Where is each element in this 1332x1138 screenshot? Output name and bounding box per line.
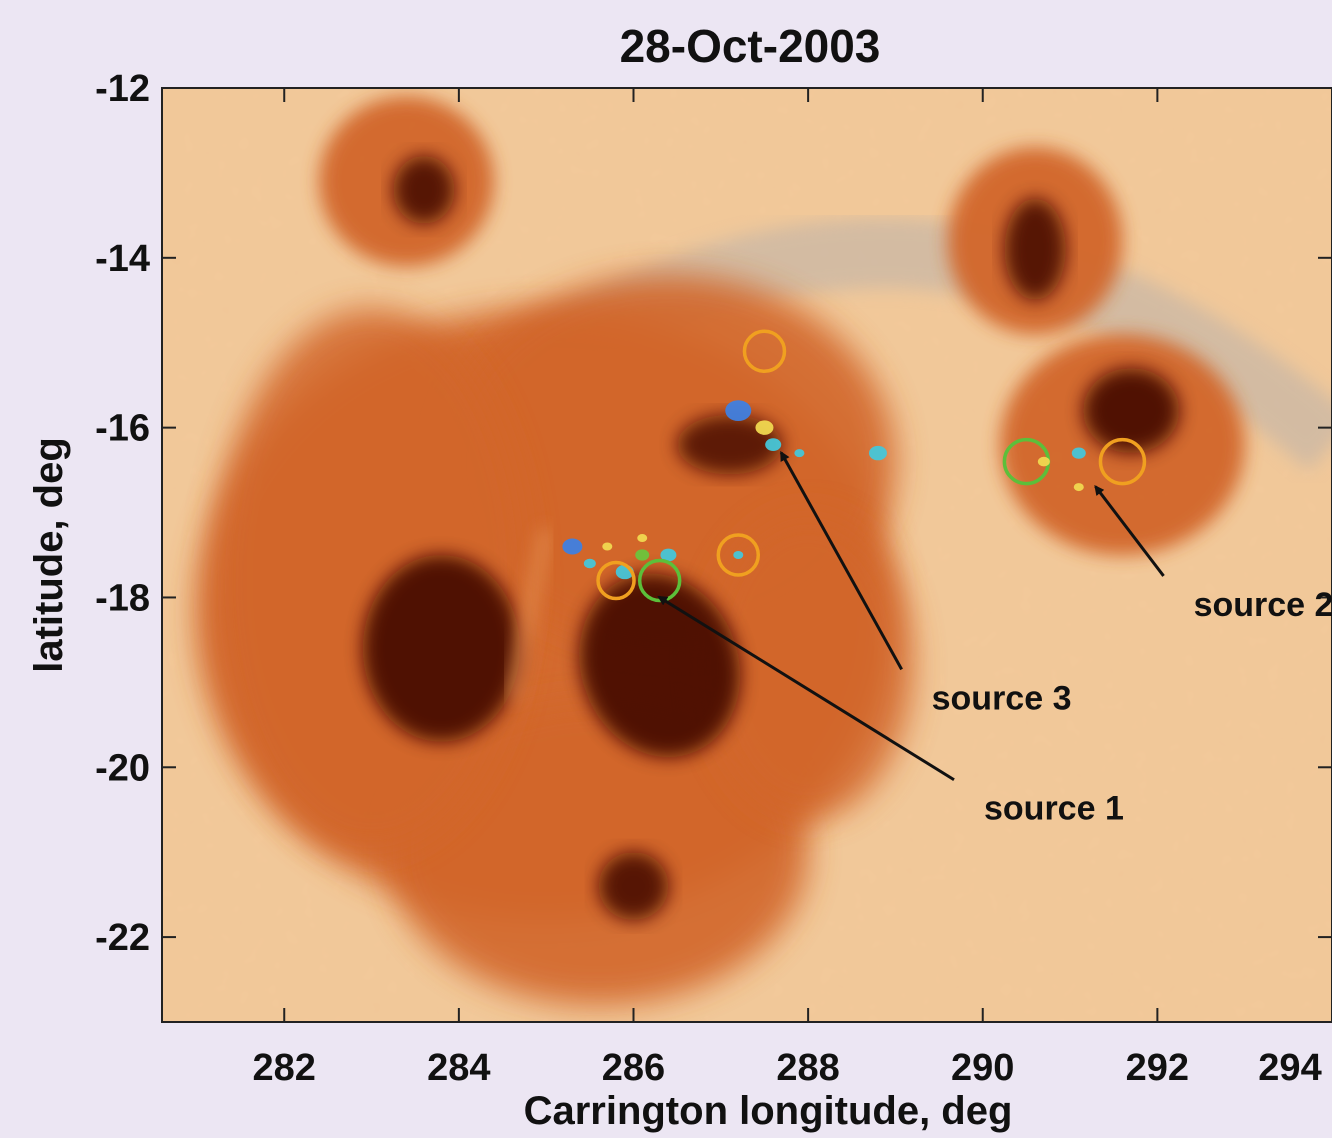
plot-frame <box>161 87 1332 1023</box>
y-tick-label: -18 <box>95 577 150 619</box>
x-tick-label: 284 <box>427 1047 490 1089</box>
penumbra-region <box>389 699 809 1006</box>
contour-cyan <box>733 551 744 559</box>
contour-yellow <box>602 542 613 551</box>
source-contours <box>562 329 1147 603</box>
contour-blue <box>562 538 583 555</box>
annotation-label: source 1 <box>984 790 1124 828</box>
y-tick-label: -22 <box>95 917 150 959</box>
umbra-region <box>393 155 455 224</box>
umbra-region <box>362 555 520 742</box>
x-tick-label: 292 <box>1126 1047 1189 1089</box>
chart-title: 28-Oct-2003 <box>620 20 881 72</box>
y-tick-label: -14 <box>95 238 150 280</box>
contour-cyan <box>794 449 805 458</box>
x-axis: 282 284 286 288 290 292 294 <box>253 88 1332 1089</box>
contour-yellow <box>755 420 774 435</box>
umbra-region <box>579 573 741 758</box>
y-tick-label: -12 <box>95 68 150 110</box>
y-tick-label: -16 <box>95 408 150 450</box>
contour-green <box>635 549 650 561</box>
contour-cyan <box>765 438 782 452</box>
x-tick-label: 294 <box>1258 1047 1321 1089</box>
x-axis-label: Carrington longitude, deg <box>524 1089 1013 1133</box>
umbra-region <box>598 852 669 921</box>
plot-area <box>162 88 1332 1022</box>
penumbra-region <box>703 512 913 819</box>
contour-cyan <box>868 445 887 461</box>
source-circle <box>716 533 761 577</box>
x-tick-label: 286 <box>602 1047 665 1089</box>
annotation-label: source 3 <box>932 679 1072 717</box>
contour-blue <box>725 400 752 422</box>
contour-cyan <box>1071 447 1086 459</box>
sunspot-image <box>196 96 1332 1006</box>
annotation-arrow <box>1094 484 1165 577</box>
annotation-arrow <box>779 450 903 671</box>
umbra-region <box>677 414 782 475</box>
contour-yellow <box>1037 456 1050 467</box>
source-circle <box>596 560 636 601</box>
y-axis-label: latitude, deg <box>27 437 71 673</box>
light-bridge <box>506 528 552 701</box>
y-tick-label: -20 <box>95 747 150 789</box>
umbra-region <box>1083 368 1180 454</box>
umbra-region <box>1004 198 1066 301</box>
contour-yellow <box>1073 483 1084 492</box>
y-axis: -12 -14 -16 -18 -20 -22 <box>95 68 1332 959</box>
x-tick-label: 282 <box>253 1047 316 1089</box>
x-tick-label: 290 <box>951 1047 1014 1089</box>
annotation-arrow <box>657 595 955 782</box>
source-circle <box>742 329 787 373</box>
contour-yellow <box>637 534 648 543</box>
source-annotations: source 1 source 2 source 3 <box>657 450 1332 828</box>
x-tick-label: 288 <box>776 1047 839 1089</box>
source-circle <box>1098 437 1147 486</box>
annotation-label: source 2 <box>1194 586 1332 624</box>
contour-cyan <box>583 558 596 569</box>
contour-cyan <box>660 548 677 562</box>
